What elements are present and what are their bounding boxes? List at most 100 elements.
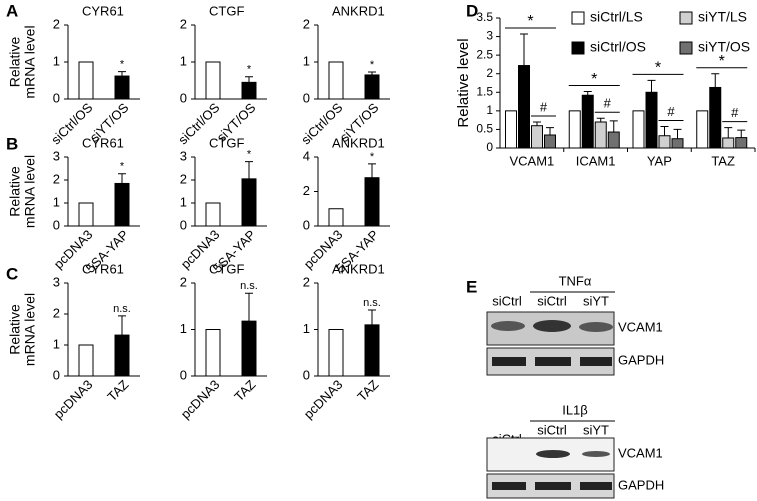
y-tick-label: 2 — [303, 183, 310, 198]
band — [580, 482, 612, 490]
significance-label: * — [591, 71, 597, 88]
treatment-label: IL1β — [562, 402, 588, 417]
error-bar — [596, 117, 605, 122]
bar — [658, 135, 671, 149]
band — [533, 320, 571, 332]
x-tick-label: ICAM1 — [576, 153, 616, 168]
band-label: VCAM1 — [618, 319, 663, 334]
significance-label: # — [540, 99, 548, 114]
significance-label: # — [667, 104, 675, 119]
significance-label: * — [719, 53, 725, 70]
band-label: GAPDH — [618, 477, 664, 492]
y-tick-label: 0.5 — [476, 122, 493, 136]
x-tick-label: pcDNA3 — [51, 377, 96, 422]
band — [536, 450, 570, 458]
x-tick-label: pcDNA3 — [178, 377, 223, 422]
legend-swatch — [571, 11, 585, 25]
significance-label: * — [120, 59, 125, 71]
panel-label: E — [466, 277, 477, 296]
error-bar — [245, 292, 253, 322]
bar — [78, 344, 94, 377]
y-tick-label: 1 — [53, 53, 60, 68]
y-tick-label: 0 — [303, 217, 310, 232]
y-tick-label: 0 — [53, 90, 60, 105]
x-tick-label: TAZ — [231, 377, 258, 404]
y-axis-label: Relative — [7, 304, 23, 355]
error-bar — [368, 71, 376, 75]
band — [492, 357, 526, 366]
error-bar — [245, 76, 253, 83]
chart-title: CYR61 — [82, 261, 124, 276]
bar — [632, 110, 645, 149]
error-bar — [520, 33, 528, 66]
bar — [735, 137, 748, 149]
bar — [328, 329, 344, 377]
y-tick-label: 2.5 — [476, 47, 493, 61]
y-tick-label: 3 — [180, 148, 187, 163]
chart-title: ANKRD1 — [332, 3, 385, 18]
band — [491, 321, 525, 331]
y-tick-label: 2 — [53, 171, 60, 186]
error-bar — [724, 127, 733, 138]
y-axis-label: mRNA level — [22, 25, 38, 98]
bar — [531, 125, 543, 149]
y-tick-label: 0 — [486, 140, 493, 154]
bar — [78, 202, 94, 227]
significance-label: * — [120, 161, 125, 173]
y-axis-label: Relative — [7, 37, 23, 88]
bar — [594, 121, 607, 149]
y-tick-label: 3 — [53, 274, 60, 289]
y-tick-label: 1 — [53, 336, 60, 351]
y-tick-label: 1 — [180, 194, 187, 209]
y-tick-label: 2 — [303, 274, 310, 289]
error-bar — [583, 91, 592, 96]
lane-label: siCtrl — [537, 422, 567, 437]
significance-label: * — [370, 151, 375, 163]
x-tick-label: TAZ — [354, 377, 381, 404]
panel-label: D — [466, 1, 478, 20]
bar — [568, 110, 581, 149]
bar — [328, 61, 344, 100]
chart-title: CYR61 — [82, 135, 124, 150]
y-tick-label: 3.5 — [476, 10, 493, 24]
y-tick-label: 0 — [303, 367, 310, 382]
band-label: GAPDH — [618, 352, 664, 367]
y-tick-label: 1 — [180, 53, 187, 68]
y-tick-label: 0 — [303, 90, 310, 105]
y-tick-label: 2 — [486, 66, 493, 80]
y-tick-label: 3 — [53, 148, 60, 163]
lane-label: siYT — [583, 422, 609, 437]
x-tick-label: TAZ — [104, 377, 131, 404]
y-tick-label: 1 — [180, 321, 187, 336]
x-tick-label: VCAM1 — [509, 153, 554, 168]
y-axis-label: Relative — [7, 166, 23, 217]
lane-label: siCtrl — [492, 293, 522, 308]
significance-label: # — [731, 105, 739, 120]
significance-label: n.s. — [113, 303, 131, 315]
legend-swatch — [679, 41, 693, 55]
y-tick-label: 3 — [486, 29, 493, 43]
treatment-label: TNFα — [559, 273, 592, 288]
lane-label: siYT — [583, 293, 609, 308]
legend-swatch — [679, 11, 693, 25]
error-bar — [660, 125, 669, 136]
bar — [645, 91, 658, 149]
significance-label: * — [247, 149, 252, 161]
bar — [328, 208, 344, 227]
panel-label: B — [6, 134, 18, 153]
y-tick-label: 1 — [53, 194, 60, 209]
error-bar — [368, 163, 376, 178]
panel-label: A — [6, 1, 18, 20]
x-tick-label: TAZ — [711, 153, 735, 168]
bar — [709, 86, 722, 149]
y-axis-label: Relative level — [455, 38, 472, 127]
error-bar — [118, 173, 126, 184]
bar — [241, 178, 257, 227]
bar — [241, 320, 257, 377]
significance-label: * — [527, 13, 533, 30]
band — [535, 357, 571, 366]
y-tick-label: 2 — [53, 305, 60, 320]
error-bar — [546, 127, 554, 135]
error-bar — [368, 309, 376, 325]
band — [535, 482, 571, 490]
